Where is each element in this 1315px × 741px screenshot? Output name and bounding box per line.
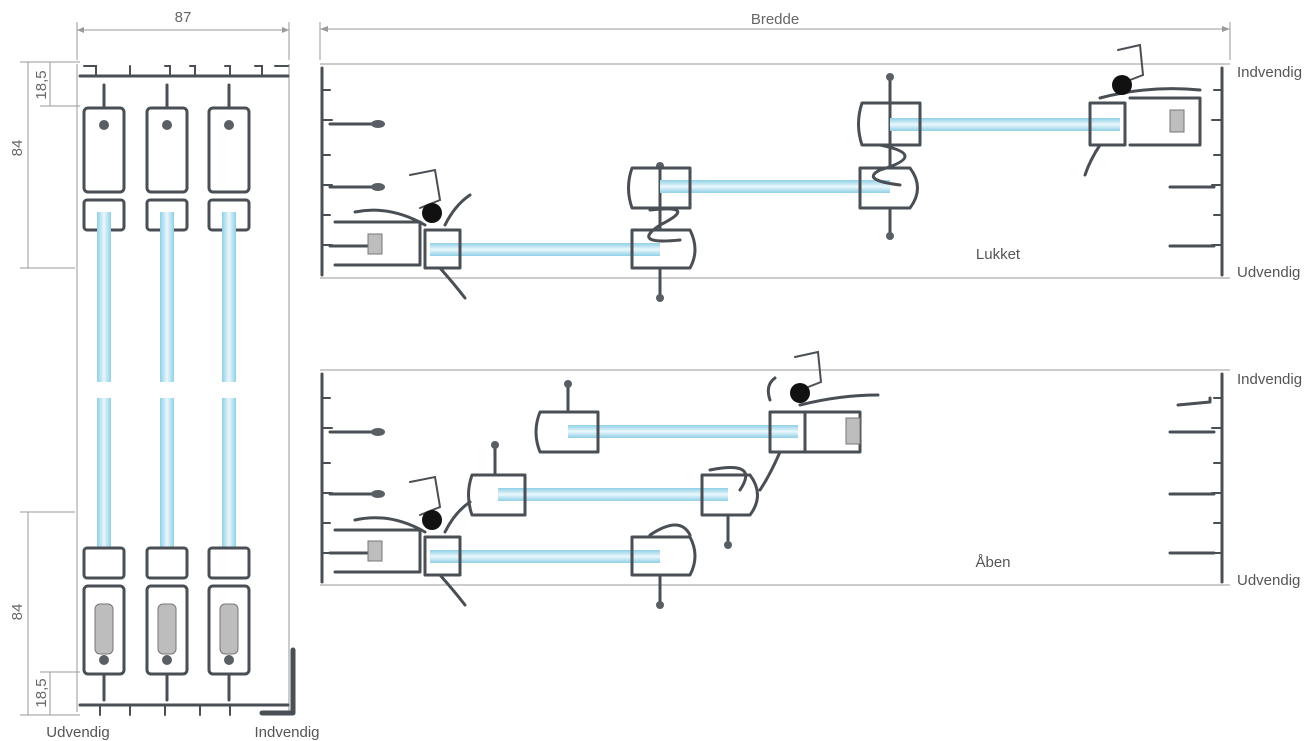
left-inside-label: Indvendig <box>254 724 319 741</box>
bottom-rail-profile <box>78 647 296 716</box>
closed-sash-outer <box>353 162 697 302</box>
open-sash-middle <box>467 441 759 549</box>
width-87-label: 87 <box>175 9 192 26</box>
open-state-label: Åben <box>975 554 1010 571</box>
closed-handle-icon <box>422 203 442 223</box>
closed-inside-label: Indvendig <box>1237 64 1302 81</box>
open-plan: Åben Indvendig Udvendig <box>320 350 1302 609</box>
total-width-label: Bredde <box>751 11 799 28</box>
open-inside-label: Indvendig <box>1237 371 1302 388</box>
dim-18-5-bottom-label: 18,5 <box>33 678 50 707</box>
sash-1-vertical <box>82 83 126 702</box>
open-sash-outer <box>353 475 697 609</box>
open-handle-icon <box>422 510 442 530</box>
open-left-jamb <box>320 372 422 584</box>
vertical-section: 87 18,5 84 84 18,5 <box>9 9 320 741</box>
closed-left-jamb <box>320 66 422 277</box>
closed-top-handle-icon <box>1112 75 1132 95</box>
closed-right-jamb <box>1128 66 1224 277</box>
open-top-handle-icon <box>790 383 810 403</box>
dim-84-bottom-label: 84 <box>9 604 26 621</box>
top-rail-profile <box>78 65 290 78</box>
left-outside-label: Udvendig <box>46 724 109 741</box>
total-width-dimension: Bredde <box>319 11 1231 60</box>
sash-3-vertical <box>207 83 251 702</box>
open-sash-inner <box>534 350 880 492</box>
closed-state-label: Lukket <box>976 246 1021 263</box>
closed-outside-label: Udvendig <box>1237 264 1300 281</box>
closed-plan: Lukket Indvendig Udvendig <box>320 43 1302 302</box>
closed-sash-middle <box>627 73 919 243</box>
width-dimension: 87 <box>76 9 290 60</box>
open-outside-label: Udvendig <box>1237 572 1300 589</box>
closed-sash-inner <box>857 43 1202 187</box>
open-right-jamb <box>1168 372 1224 584</box>
height-dimensions: 18,5 84 84 18,5 <box>9 61 80 716</box>
sash-2-vertical <box>145 83 189 702</box>
dim-84-top-label: 84 <box>9 140 26 157</box>
dim-18-5-top-label: 18,5 <box>33 70 50 99</box>
